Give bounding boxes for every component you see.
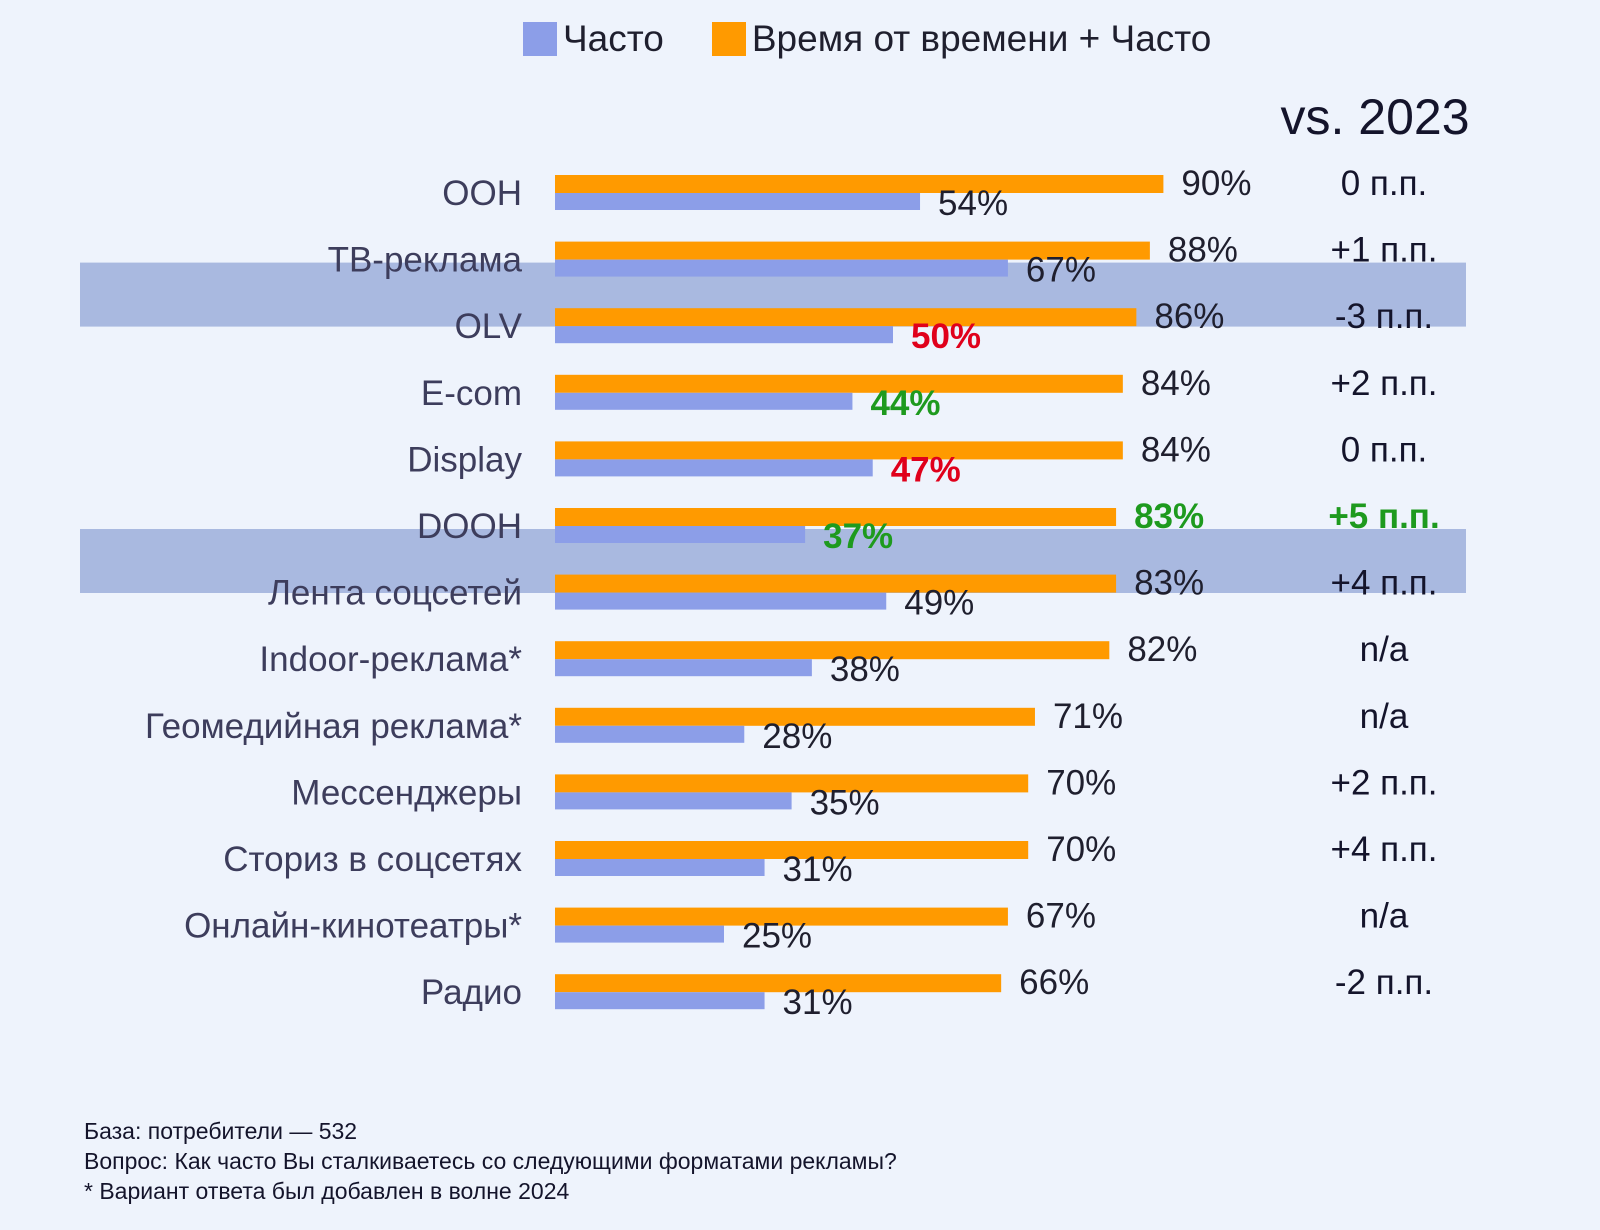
category-label: ООН	[442, 174, 522, 213]
bar-often	[555, 792, 792, 810]
vs-2023-value: +5 п.п.	[1328, 497, 1439, 536]
value-label-often: 49%	[904, 584, 974, 623]
vs-2023-value: 0 п.п.	[1341, 430, 1428, 469]
value-label-sometimes-often: 66%	[1019, 963, 1089, 1002]
value-label-sometimes-often: 84%	[1141, 364, 1211, 403]
value-label-sometimes-often: 67%	[1026, 897, 1096, 936]
value-label-sometimes-often: 71%	[1053, 697, 1123, 736]
category-label: E-com	[421, 374, 522, 413]
bar-often	[555, 526, 806, 543]
category-label: Indoor-реклама*	[259, 640, 522, 679]
bar-often	[555, 193, 921, 210]
value-label-often: 50%	[911, 317, 981, 356]
bar-sometimes-often	[555, 574, 1117, 593]
bar-sometimes-often	[555, 707, 1035, 726]
bar-sometimes-often	[555, 974, 1002, 993]
vs-2023-value: n/a	[1360, 697, 1409, 736]
vs-2023-value: n/a	[1360, 630, 1409, 669]
value-label-sometimes-often: 88%	[1168, 231, 1238, 270]
category-label: Сториз в соцсетях	[223, 840, 522, 879]
value-label-often: 38%	[830, 650, 900, 689]
value-label-sometimes-often: 84%	[1141, 430, 1211, 469]
value-label-often: 54%	[938, 184, 1008, 223]
legend-swatch-sometimes-often	[711, 22, 746, 56]
value-label-sometimes-often: 82%	[1127, 630, 1197, 669]
legend-label-sometimes-often: Время от времени + Часто	[751, 18, 1212, 59]
bar-sometimes-often	[555, 241, 1150, 260]
vs-2023-value: +4 п.п.	[1331, 564, 1438, 603]
value-label-often: 37%	[823, 517, 893, 556]
legend-item-often: Часто	[523, 18, 664, 60]
bar-sometimes-often	[555, 374, 1123, 393]
value-label-sometimes-often: 90%	[1181, 164, 1251, 203]
value-label-sometimes-often: 70%	[1046, 763, 1116, 802]
legend: Часто Время от времени + Часто	[523, 18, 1259, 60]
bar-often	[555, 992, 765, 1010]
category-label: Display	[407, 440, 522, 479]
vs-2023-value: +2 п.п.	[1331, 364, 1438, 403]
value-label-often: 35%	[810, 783, 880, 822]
bar-often	[555, 259, 1008, 277]
value-label-sometimes-often: 83%	[1134, 564, 1204, 603]
bar-sometimes-often	[555, 308, 1137, 327]
bar-sometimes-often	[555, 175, 1164, 193]
bar-sometimes-often	[555, 774, 1029, 793]
bar-often	[555, 859, 765, 876]
bar-sometimes-often	[555, 441, 1123, 460]
comparison-header: vs. 2023	[1280, 89, 1470, 145]
bar-sometimes-often	[555, 907, 1008, 926]
vs-2023-value: 0 п.п.	[1341, 164, 1428, 203]
bar-often	[555, 326, 893, 344]
footnote-base: База: потребители — 532	[84, 1118, 358, 1144]
value-label-often: 47%	[891, 450, 961, 489]
vs-2023-value: +4 п.п.	[1331, 830, 1438, 869]
category-label: Лента соцсетей	[268, 574, 522, 613]
vs-2023-value: n/a	[1360, 897, 1409, 936]
value-label-often: 44%	[870, 384, 940, 423]
bar-chart: ООН 90% 54% 0 п.п. ТВ-реклама 88% 67% +1 п.п. OL…	[80, 164, 1466, 1022]
bar-often	[555, 925, 724, 943]
footnote-asterisk: * Вариант ответа был добавлен в волне 20…	[84, 1178, 570, 1204]
bar-sometimes-often	[555, 641, 1110, 660]
category-label: OLV	[455, 307, 523, 346]
value-label-sometimes-often: 86%	[1154, 297, 1224, 336]
vs-2023-value: -2 п.п.	[1335, 963, 1433, 1002]
bar-often	[555, 659, 812, 677]
value-label-sometimes-often: 83%	[1134, 497, 1204, 536]
category-label: ТВ-реклама	[328, 241, 523, 280]
category-label: Онлайн-кинотеатры*	[184, 907, 522, 946]
category-label: Мессенджеры	[291, 773, 522, 812]
legend-swatch-often	[523, 22, 557, 56]
legend-label-often: Часто	[563, 18, 664, 59]
bar-sometimes-often	[555, 841, 1029, 859]
value-label-sometimes-often: 70%	[1046, 830, 1116, 869]
category-label: DOOH	[417, 507, 522, 546]
value-label-often: 67%	[1026, 251, 1096, 290]
value-label-often: 31%	[783, 983, 853, 1022]
bar-often	[555, 725, 745, 743]
footnote-question: Вопрос: Как часто Вы сталкиваетесь со сл…	[84, 1148, 897, 1174]
vs-2023-value: +2 п.п.	[1331, 763, 1438, 802]
bar-sometimes-often	[555, 508, 1117, 526]
category-label: Геомедийная реклама*	[145, 707, 522, 746]
value-label-often: 25%	[742, 917, 812, 956]
bar-often	[555, 459, 873, 477]
vs-2023-value: -3 п.п.	[1335, 297, 1433, 336]
category-label: Радио	[421, 973, 522, 1012]
legend-item-sometimes-often: Время от времени + Часто	[711, 18, 1212, 60]
value-label-often: 28%	[762, 717, 832, 756]
bar-often	[555, 592, 887, 610]
vs-2023-value: +1 п.п.	[1331, 231, 1438, 270]
bar-often	[555, 392, 853, 410]
value-label-often: 31%	[783, 850, 853, 889]
